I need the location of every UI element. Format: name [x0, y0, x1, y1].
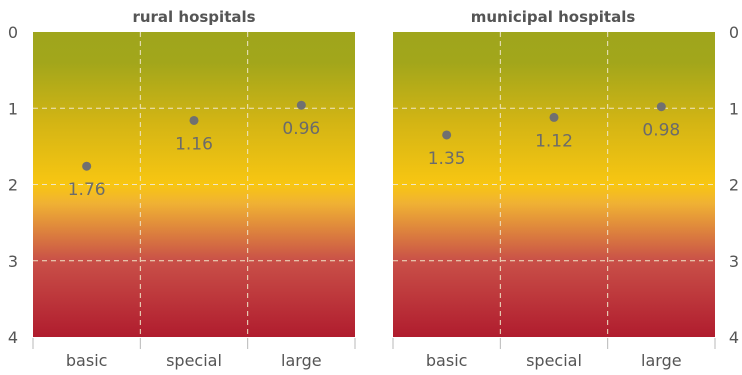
data-label: 1.35 — [428, 149, 466, 169]
category-label: special — [166, 351, 222, 370]
data-label: 1.12 — [535, 131, 573, 151]
data-point — [442, 130, 452, 140]
category-label: large — [281, 351, 322, 370]
y-tick-label: 4 — [8, 328, 18, 347]
data-point — [82, 161, 92, 171]
category-label: basic — [426, 351, 468, 370]
chart-title: municipal hospitals — [471, 8, 636, 26]
data-label: 1.76 — [68, 180, 106, 200]
y-tick-label: 3 — [729, 252, 739, 271]
y-tick-label: 2 — [8, 176, 18, 195]
data-point — [656, 102, 666, 112]
data-point — [189, 115, 199, 125]
data-label: 1.16 — [175, 134, 213, 154]
y-tick-label: 3 — [8, 252, 18, 271]
category-label: large — [641, 351, 682, 370]
category-label: basic — [66, 351, 108, 370]
y-tick-label: 1 — [729, 99, 739, 118]
data-point — [549, 112, 559, 122]
data-point — [296, 100, 306, 110]
y-tick-label: 0 — [8, 23, 18, 42]
chart-title: rural hospitals — [132, 8, 255, 26]
y-tick-label: 4 — [729, 328, 739, 347]
data-label: 0.98 — [642, 121, 680, 141]
y-tick-label: 2 — [729, 176, 739, 195]
data-label: 0.96 — [282, 119, 320, 139]
plot-background-2 — [393, 32, 715, 337]
y-tick-label: 0 — [729, 23, 739, 42]
plot-background-1 — [33, 32, 355, 337]
category-label: special — [526, 351, 582, 370]
y-tick-label: 1 — [8, 99, 18, 118]
